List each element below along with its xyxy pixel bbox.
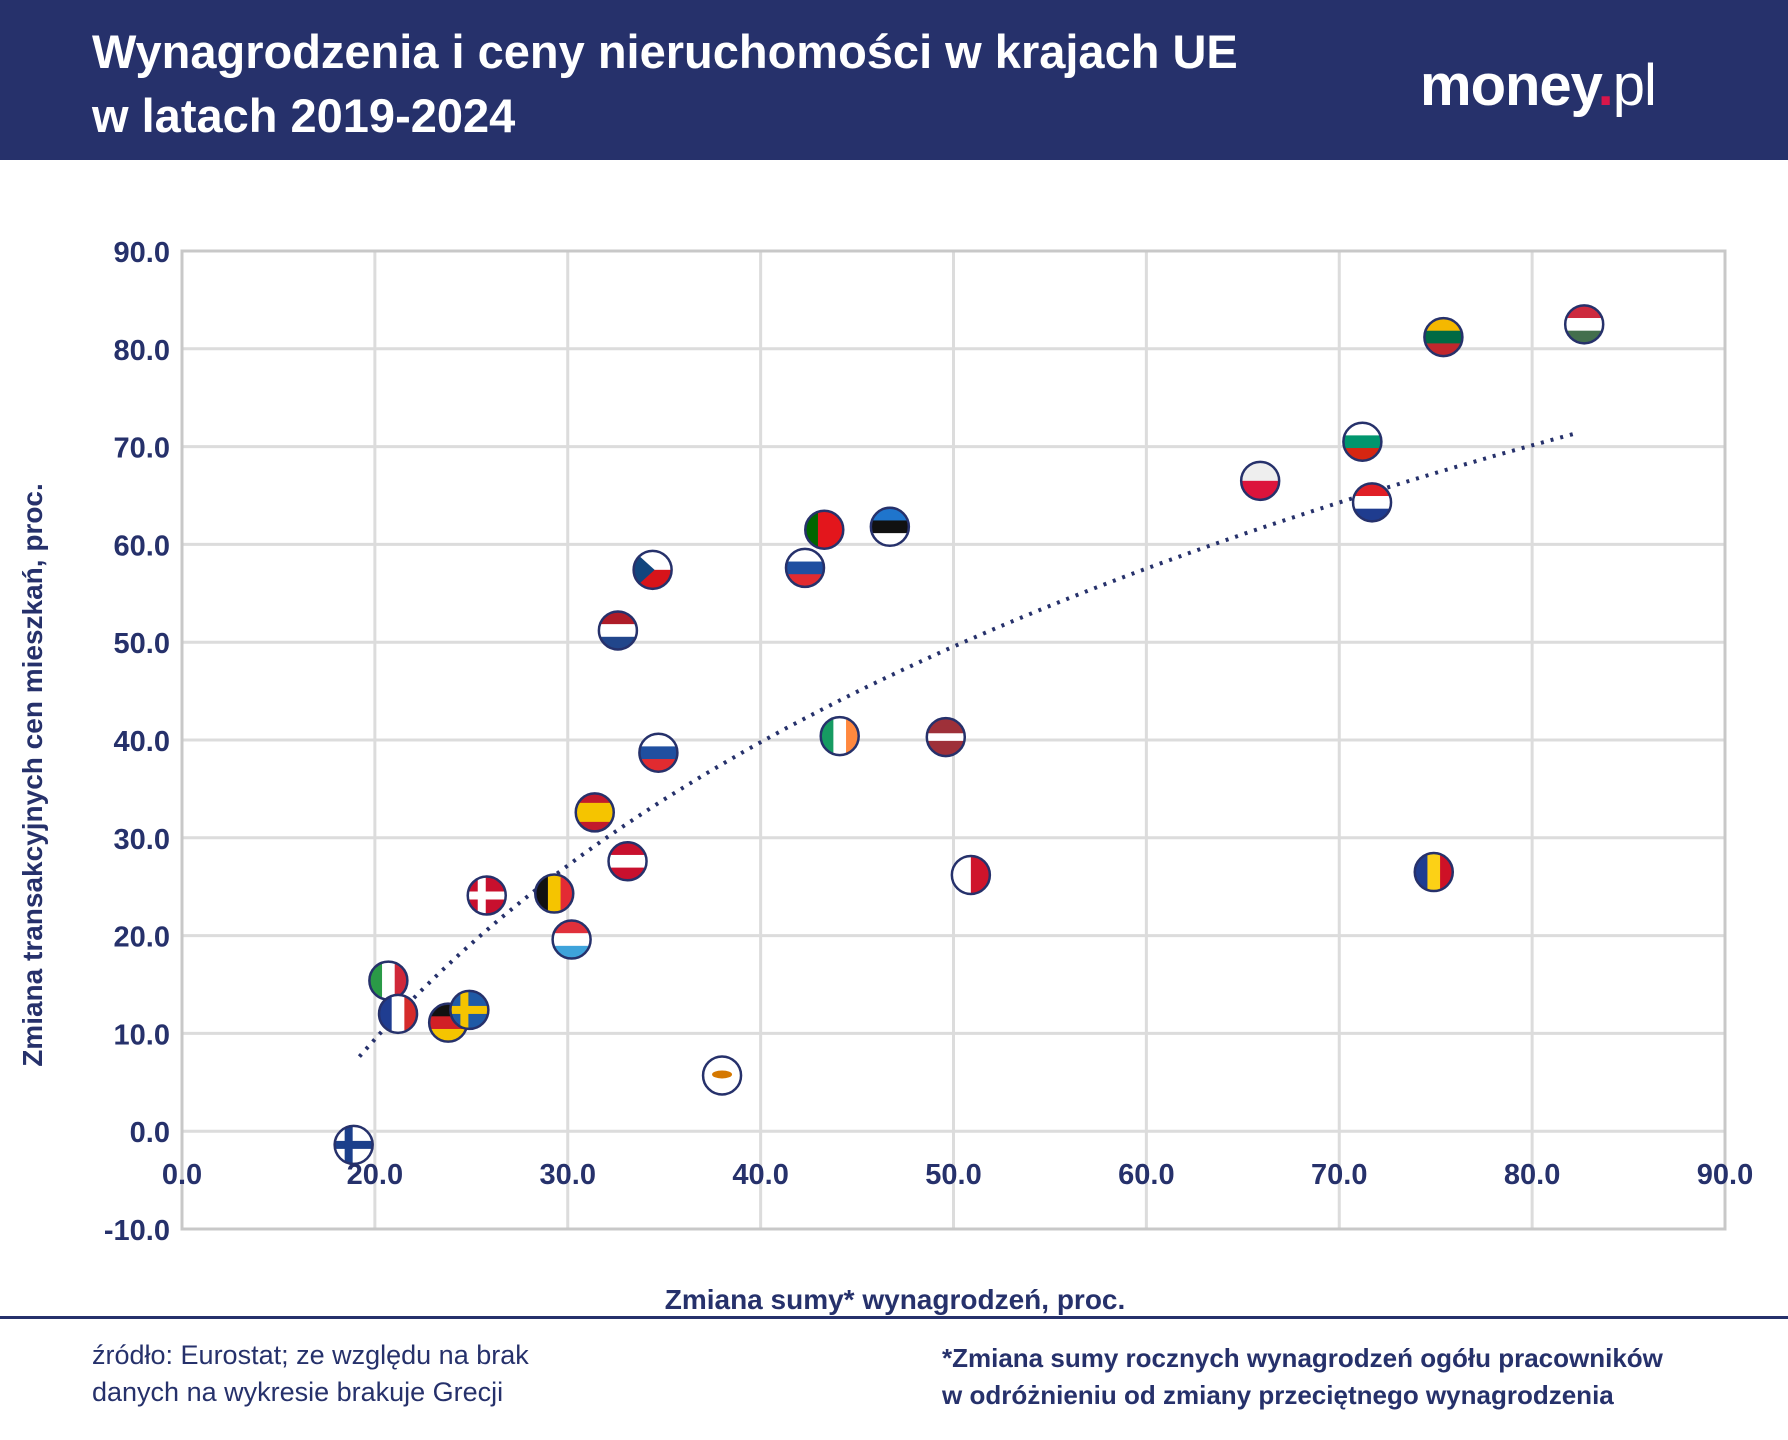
- flag-border: [1413, 851, 1455, 893]
- flag-border: [466, 875, 507, 916]
- flag-border: [1423, 316, 1464, 358]
- y-tick-label: -10.0: [104, 1215, 170, 1247]
- flag-border: [638, 732, 679, 773]
- flag-border: [701, 1055, 743, 1096]
- flag-border: [607, 841, 648, 882]
- flag-border: [950, 854, 992, 896]
- x-tick-label: 80.0: [1504, 1159, 1560, 1191]
- flag-border: [533, 873, 575, 914]
- y-tick-label: 10.0: [114, 1019, 170, 1051]
- x-tick-label: 40.0: [732, 1159, 788, 1191]
- flag-border: [1342, 421, 1383, 462]
- flag-border: [632, 549, 673, 591]
- logo-dot: .: [1597, 53, 1614, 118]
- y-tick-label: 40.0: [114, 726, 170, 758]
- flag-border: [1351, 482, 1393, 523]
- flag-border: [551, 919, 592, 960]
- logo-suffix: pl: [1612, 53, 1657, 118]
- data-points: [333, 304, 1605, 1166]
- flag-marker-nl: [598, 611, 637, 650]
- y-axis-label: Zmiana transakcyjnych cen mieszkań, proc…: [17, 483, 48, 1067]
- trendline: [357, 431, 1576, 1058]
- footnote-line-2: w odróżnieniu od zmiany przeciętnego wyn…: [942, 1380, 1614, 1410]
- flag-border: [574, 792, 616, 833]
- x-tick-label: 30.0: [540, 1159, 596, 1191]
- x-tick-label: 70.0: [1311, 1159, 1367, 1191]
- x-tick-label: 0.0: [162, 1159, 202, 1191]
- header-banner: Wynagrodzenia i ceny nieruchomości w kra…: [0, 0, 1788, 160]
- x-tick-label: 50.0: [925, 1159, 981, 1191]
- title-line-2: w latach 2019-2024: [92, 89, 516, 142]
- flag-border: [819, 715, 860, 757]
- scatter-chart: 90.0 80.0 70.0 60.0 50.0 40.0 30.0 20.0 10.0 0.0 -…: [17, 237, 1753, 1315]
- y-tick-label: 0.0: [130, 1117, 170, 1149]
- y-tick-label: 20.0: [114, 922, 170, 954]
- flag-border: [869, 506, 911, 548]
- flag-border: [1239, 460, 1281, 502]
- flag-marker-pl: [1241, 461, 1280, 500]
- flag-marker-es: [575, 793, 614, 832]
- flag-border: [1563, 304, 1605, 345]
- money-pl-logo: money.pl: [1420, 52, 1657, 119]
- y-tick-label: 70.0: [114, 433, 170, 465]
- flag-marker-mt: [951, 855, 990, 894]
- logo-text: money: [1420, 53, 1599, 118]
- flag-marker-lv: [926, 718, 965, 757]
- flag-border: [784, 547, 826, 589]
- page-title: Wynagrodzenia i ceny nieruchomości w kra…: [92, 20, 1238, 148]
- flag-border: [804, 509, 845, 550]
- flag-border: [449, 989, 490, 1031]
- x-axis-ticks: 0.0 20.0 30.0 40.0 50.0 60.0 70.0 80.0 90.0: [162, 1159, 1753, 1191]
- footer-divider: [0, 1316, 1788, 1319]
- footnote-line-1: *Zmiana sumy rocznych wynagrodzeń ogółu …: [942, 1343, 1663, 1373]
- source-note: źródło: Eurostat; ze względu na brak dan…: [92, 1337, 529, 1411]
- flag-border: [377, 993, 419, 1035]
- flag-border: [925, 716, 967, 758]
- flag-border: [333, 1124, 374, 1166]
- flag-marker-cz: [633, 550, 672, 589]
- y-tick-label: 30.0: [114, 824, 170, 856]
- source-line-1: źródło: Eurostat; ze względu na brak: [92, 1340, 529, 1370]
- y-tick-label: 80.0: [114, 335, 170, 367]
- y-tick-label: 90.0: [114, 237, 170, 269]
- y-tick-label: 50.0: [114, 628, 170, 660]
- title-line-1: Wynagrodzenia i ceny nieruchomości w kra…: [92, 25, 1238, 78]
- y-tick-label: 60.0: [114, 530, 170, 562]
- x-axis-label: Zmiana sumy* wynagrodzeń, proc.: [665, 1284, 1126, 1315]
- x-tick-label: 60.0: [1118, 1159, 1174, 1191]
- x-tick-label: 90.0: [1697, 1159, 1753, 1191]
- flag-border: [597, 610, 639, 651]
- y-axis-ticks: 90.0 80.0 70.0 60.0 50.0 40.0 30.0 20.0 10.0 0.0 -…: [104, 237, 170, 1247]
- plot-frame: [180, 249, 1727, 1231]
- source-line-2: danych na wykresie brakuje Grecji: [92, 1377, 504, 1407]
- footnote: *Zmiana sumy rocznych wynagrodzeń ogółu …: [942, 1340, 1663, 1414]
